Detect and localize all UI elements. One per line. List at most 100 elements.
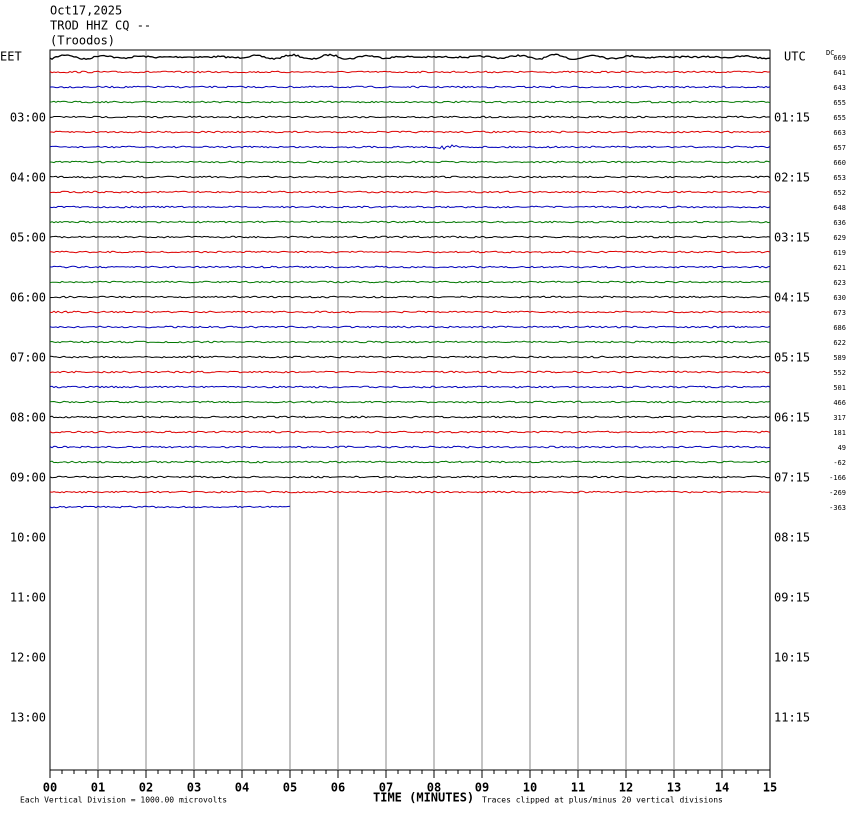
dc-offset: 657 [833,144,846,152]
trace [49,325,771,329]
trace [49,250,771,254]
eet-label: 03:00 [10,111,46,125]
x-tick-label: 03 [187,781,201,795]
trace [49,175,771,179]
x-tick-label: 15 [763,781,777,795]
dc-offset: 652 [833,189,846,197]
utc-label: 03:15 [774,231,810,245]
utc-label: 04:15 [774,291,810,305]
utc-label: 09:15 [774,591,810,605]
trace [49,400,771,404]
dc-offset: 623 [833,279,846,287]
utc-label: 08:15 [774,531,810,545]
trace [49,370,771,374]
dc-offset: 655 [833,114,846,122]
trace [49,490,771,494]
dc-offset: 622 [833,339,846,347]
x-tick-label: 01 [91,781,105,795]
utc-label: 01:15 [774,111,810,125]
right-axis-title: UTC [784,50,806,64]
eet-label: 12:00 [10,651,46,665]
trace [49,385,771,389]
trace [49,415,771,419]
trace [49,430,771,434]
eet-label: 05:00 [10,231,46,245]
utc-label: 10:15 [774,651,810,665]
eet-label: 13:00 [10,711,46,725]
plot-frame [49,49,771,771]
dc-offset: 49 [838,444,846,452]
x-tick-label: 13 [667,781,681,795]
x-tick-label: 11 [571,781,585,795]
dc-offset: 630 [833,294,846,302]
trace [49,475,771,479]
trace [49,70,771,74]
trace [49,85,771,89]
dc-offset: 686 [833,324,846,332]
dc-offset: 466 [833,399,846,407]
date: Oct17,2025 [50,4,122,18]
eet-label: 07:00 [10,351,46,365]
dc-offset: 653 [833,174,846,182]
utc-label: 05:15 [774,351,810,365]
trace [49,160,771,164]
scale-note: Each Vertical Division = 1000.00 microvo… [20,796,227,805]
trace [49,340,771,344]
trace [49,100,771,104]
dc-offset: -269 [829,489,846,497]
x-tick-label: 02 [139,781,153,795]
trace [49,265,771,269]
trace [49,205,771,209]
dc-offset: 648 [833,204,846,212]
dc-offset: 317 [833,414,846,422]
x-tick-label: 04 [235,781,249,795]
utc-label: 11:15 [774,711,810,725]
eet-label: 06:00 [10,291,46,305]
trace [50,130,771,134]
dc-offset: 552 [833,369,846,377]
dc-offset: 673 [833,309,846,317]
trace [49,295,770,299]
dc-offset: 636 [833,219,846,227]
dc-offset: 621 [833,264,846,272]
x-tick-label: 09 [475,781,489,795]
utc-label: 02:15 [774,171,810,185]
trace [49,144,771,151]
trace [49,310,771,314]
x-tick-label: 14 [715,781,729,795]
trace [49,53,771,61]
dc-offset: 501 [833,384,846,392]
dc-offset: 643 [833,84,846,92]
eet-label: 04:00 [10,171,46,185]
dc-offset: 641 [833,69,846,77]
dc-offset: 619 [833,249,846,257]
dc-offset: 629 [833,234,846,242]
dc-title: DC [826,49,834,57]
dc-offset: -62 [833,459,846,467]
trace [49,280,771,284]
trace [49,235,771,239]
x-axis-title: TIME (MINUTES) [373,791,474,805]
trace [49,445,771,449]
trace [49,460,771,464]
eet-label: 11:00 [10,591,46,605]
clip-note: Traces clipped at plus/minus 20 vertical… [482,796,723,805]
x-tick-label: 10 [523,781,537,795]
trace [49,190,771,194]
dc-offset: 663 [833,129,846,137]
x-tick-label: 05 [283,781,297,795]
utc-label: 07:15 [774,471,810,485]
dc-offset: -363 [829,504,846,512]
location: (Troodos) [50,34,115,48]
x-tick-label: 00 [43,781,57,795]
dc-offset: -166 [829,474,846,482]
dc-offset: 181 [833,429,846,437]
x-tick-label: 06 [331,781,345,795]
x-tick-label: 07 [379,781,393,795]
trace [49,115,771,119]
eet-label: 08:00 [10,411,46,425]
trace [49,355,771,359]
eet-label: 10:00 [10,531,46,545]
station: TROD HHZ CQ -- [50,19,151,33]
